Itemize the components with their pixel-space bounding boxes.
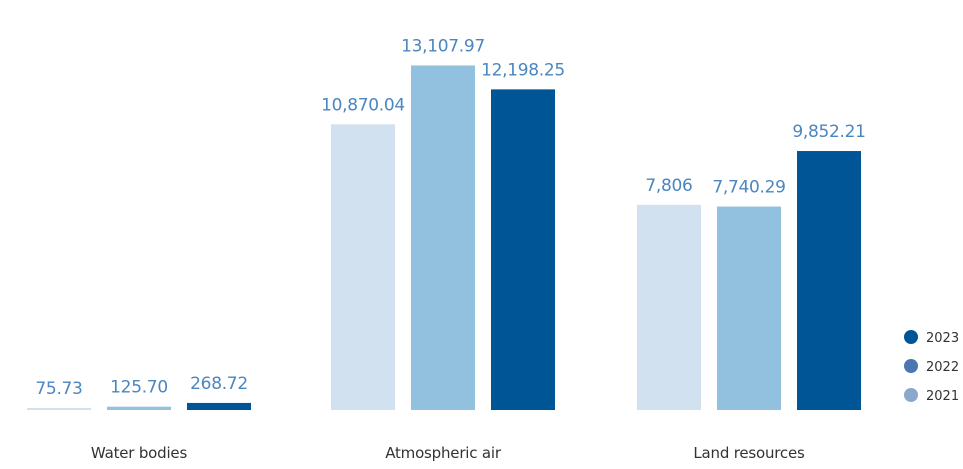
category-label-atmospheric-air: Atmospheric air — [385, 444, 502, 462]
legend-label-2023: 2023 — [926, 331, 959, 346]
legend-label-2022: 2022 — [926, 360, 959, 375]
value-label-atmospheric-air-2021: 10,870.04 — [321, 95, 405, 115]
value-label-atmospheric-air-2023: 12,198.25 — [481, 60, 565, 80]
bar-land-resources-2023 — [797, 151, 861, 410]
bar-atmospheric-air-2023 — [491, 89, 555, 410]
legend-label-2021: 2021 — [926, 389, 959, 404]
legend-marker-2022 — [904, 359, 918, 373]
category-label-land-resources: Land resources — [693, 444, 805, 462]
value-label-land-resources-2022: 7,740.29 — [712, 178, 785, 198]
value-label-land-resources-2021: 7,806 — [645, 176, 692, 196]
value-label-atmospheric-air-2022: 13,107.97 — [401, 36, 485, 56]
legend-marker-2023 — [904, 330, 918, 344]
bar-atmospheric-air-2021 — [331, 124, 395, 411]
value-label-land-resources-2023: 9,852.21 — [792, 122, 865, 142]
value-label-water-bodies-2022: 125.70 — [110, 378, 168, 398]
bar-water-bodies-2021 — [27, 408, 91, 410]
bar-water-bodies-2023 — [187, 402, 251, 410]
category-labels: Water bodies Atmospheric air Land resource… — [91, 444, 805, 462]
bars — [27, 65, 861, 411]
bar-water-bodies-2022 — [107, 406, 171, 410]
value-label-water-bodies-2023: 268.72 — [190, 374, 248, 394]
legend-marker-2021 — [904, 388, 918, 402]
value-label-water-bodies-2021: 75.73 — [35, 379, 82, 399]
bar-atmospheric-air-2022 — [411, 65, 475, 411]
legend: 2023 2022 2021 — [904, 330, 959, 404]
bar-land-resources-2022 — [717, 206, 781, 410]
bar-land-resources-2021 — [637, 204, 701, 410]
category-label-water-bodies: Water bodies — [91, 444, 188, 462]
value-labels: 75.73 125.70 268.72 10,870.04 13,107.97 12,19… — [35, 36, 866, 399]
